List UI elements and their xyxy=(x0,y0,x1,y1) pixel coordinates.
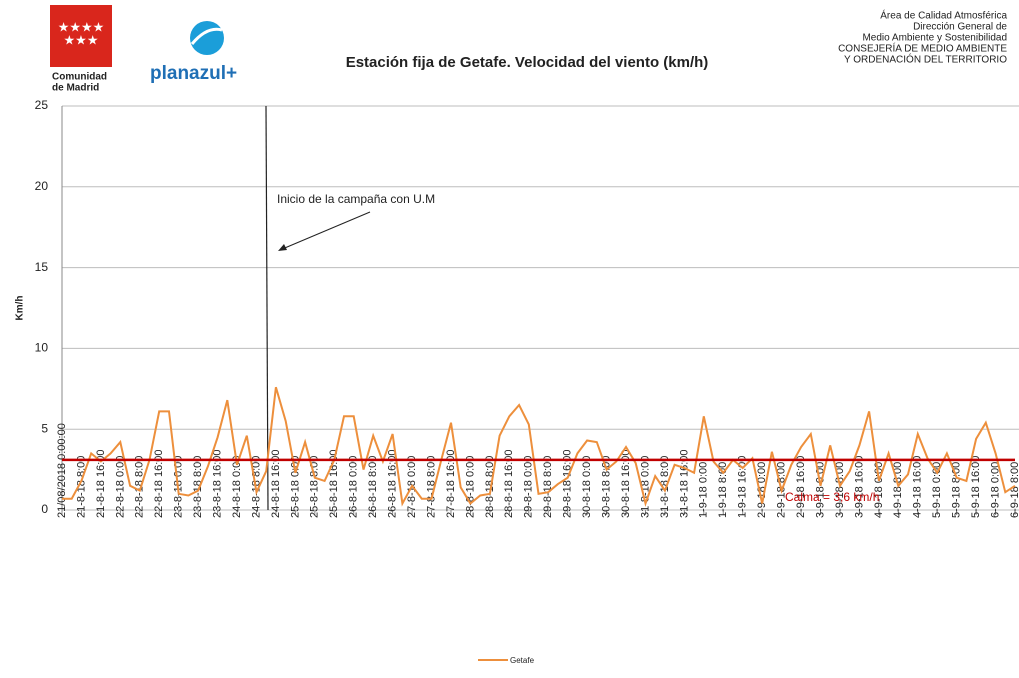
x-tick-label: 2-9-18 16:00 xyxy=(795,456,807,518)
x-tick-label: 3-9-18 16:00 xyxy=(853,456,865,518)
y-tick-label: 10 xyxy=(35,341,49,355)
line-series xyxy=(62,386,1016,508)
x-tick-label: 26-8-18 0:00 xyxy=(348,456,360,518)
x-tick-label: 23-8-18 16:00 xyxy=(211,450,223,519)
x-tick-label: 5-9-18 8:00 xyxy=(951,462,963,518)
y-tick-label: 5 xyxy=(41,421,48,435)
org-name: de Madrid xyxy=(52,83,99,94)
x-tick-label: 6-9-18 8:00 xyxy=(1009,462,1019,518)
planazul-logo: planazul+ xyxy=(150,63,237,84)
y-tick-label: 25 xyxy=(35,98,49,112)
agency-text: CONSEJERÍA DE MEDIO AMBIENTE xyxy=(838,42,1007,55)
legend-label: Getafe xyxy=(510,656,535,665)
x-tick-label: 25-8-18 8:00 xyxy=(309,456,321,518)
y-tick-label: 20 xyxy=(35,179,49,193)
planazul-icon xyxy=(190,21,224,55)
x-tick-label: 4-9-18 0:00 xyxy=(873,462,885,518)
x-tick-label: 29-8-18 16:00 xyxy=(562,450,574,519)
reference-label: Calma = 3,6 km/h xyxy=(785,490,879,504)
x-tick-label: 30-8-18 16:00 xyxy=(620,450,632,519)
x-tick-label: 6-9-18 0:00 xyxy=(989,462,1001,518)
y-tick-label: 0 xyxy=(41,502,48,516)
x-tick-label: 22-8-18 8:00 xyxy=(134,456,146,518)
org-name: Comunidad xyxy=(52,72,107,83)
x-tick-label: 2-9-18 0:00 xyxy=(756,462,768,518)
x-tick-label: 30-8-18 0:00 xyxy=(581,456,593,518)
x-tick-label: 27-8-18 16:00 xyxy=(445,450,457,519)
x-tick-label: 24-8-18 16:00 xyxy=(270,450,282,519)
x-tick-label: 1-9-18 16:00 xyxy=(737,456,749,518)
x-tick-label: 26-8-18 8:00 xyxy=(367,456,379,518)
agency-text: Y ORDENACIÓN DEL TERRITORIO xyxy=(844,53,1007,66)
x-tick-label: 1-9-18 0:00 xyxy=(698,462,710,518)
x-tick-label: 29-8-18 0:00 xyxy=(523,456,535,518)
x-tick-label: 27-8-18 8:00 xyxy=(425,456,437,518)
x-tick-label: 24-8-18 0:00 xyxy=(231,456,243,518)
campaign-start-line xyxy=(265,105,269,511)
y-tick-label: 15 xyxy=(35,260,49,274)
madrid-logo xyxy=(50,5,112,67)
x-tick-label: 23-8-18 8:00 xyxy=(192,456,204,518)
x-tick-label: 31-8-18 8:00 xyxy=(659,456,671,518)
stars: ★★★★ xyxy=(58,19,105,34)
stars: ★★★ xyxy=(64,32,99,47)
chart-title: Estación fija de Getafe. Velocidad del v… xyxy=(346,54,709,71)
planazul-icon xyxy=(190,27,223,45)
x-tick-label: 22-8-18 16:00 xyxy=(153,450,165,519)
x-tick-label: 25-8-18 0:00 xyxy=(289,456,301,518)
annotation-arrow xyxy=(278,244,287,251)
x-tick-label: 26-8-18 16:00 xyxy=(387,450,399,519)
agency-text: Dirección General de xyxy=(913,22,1007,33)
x-tick-label: 28-8-18 0:00 xyxy=(464,456,476,518)
x-tick-label: 5-9-18 16:00 xyxy=(970,456,982,518)
x-tick-label: 22-8-18 0:00 xyxy=(114,456,126,518)
x-tick-label: 21-8-18 16:00 xyxy=(95,450,107,519)
annotation-arrow xyxy=(279,211,371,251)
x-tick-label: 31-8-18 0:00 xyxy=(639,456,651,518)
x-tick-label: 29-8-18 8:00 xyxy=(542,456,554,518)
annotation: Inicio de la campaña con U.M xyxy=(277,192,435,206)
y-axis-label: Km/h xyxy=(15,296,26,321)
x-tick-label: 5-9-18 0:00 xyxy=(931,462,943,518)
x-tick-label: 28-8-18 16:00 xyxy=(503,450,515,519)
x-tick-label: 4-9-18 16:00 xyxy=(912,456,924,518)
x-tick-label: 21/08/2018 0:00:00 xyxy=(56,423,68,518)
agency-text: Medio Ambiente y Sostenibilidad xyxy=(862,33,1007,44)
x-tick-label: 1-9-18 8:00 xyxy=(717,462,729,518)
agency-text: Área de Calidad Atmosférica xyxy=(880,9,1007,22)
x-tick-label: 30-8-18 8:00 xyxy=(600,456,612,518)
